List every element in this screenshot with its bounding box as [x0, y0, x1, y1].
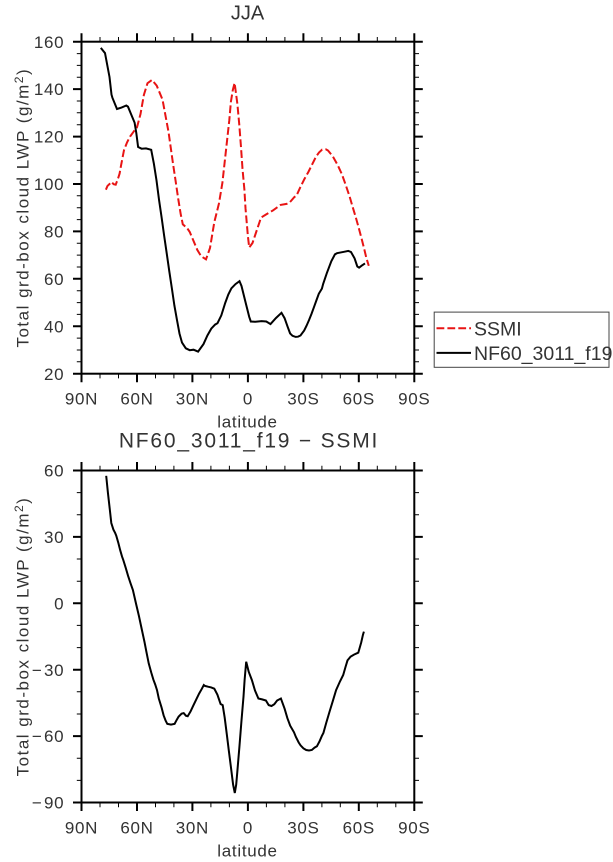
svg-text:NF60_3011_f19 − SSMI: NF60_3011_f19 − SSMI: [119, 429, 379, 452]
svg-text:90S: 90S: [398, 390, 430, 409]
svg-text:30S: 30S: [287, 818, 319, 837]
svg-text:40: 40: [44, 317, 64, 336]
svg-text:0: 0: [243, 818, 253, 837]
svg-text:80: 80: [44, 223, 64, 242]
svg-text:NF60_3011_f19: NF60_3011_f19: [474, 343, 612, 365]
svg-text:90S: 90S: [398, 818, 430, 837]
svg-text:60N: 60N: [120, 390, 153, 409]
svg-text:SSMI: SSMI: [474, 318, 522, 340]
svg-text:Total grd-box cloud LWP (g/m2): Total grd-box cloud LWP (g/m2): [12, 68, 33, 348]
svg-text:120: 120: [34, 128, 64, 147]
svg-text:160: 160: [34, 33, 64, 52]
svg-text:0: 0: [243, 390, 253, 409]
svg-text:30N: 30N: [176, 818, 209, 837]
svg-text:90N: 90N: [65, 390, 98, 409]
svg-text:60: 60: [44, 462, 64, 481]
svg-text:−60: −60: [32, 727, 64, 746]
svg-text:30S: 30S: [287, 390, 319, 409]
svg-text:−90: −90: [32, 794, 64, 813]
svg-text:60S: 60S: [343, 390, 375, 409]
svg-text:140: 140: [34, 80, 64, 99]
svg-text:JJA: JJA: [231, 3, 265, 25]
svg-text:latitude: latitude: [217, 841, 277, 860]
svg-text:60S: 60S: [343, 818, 375, 837]
svg-text:latitude: latitude: [217, 413, 277, 432]
svg-text:60N: 60N: [120, 818, 153, 837]
svg-text:−30: −30: [32, 661, 64, 680]
svg-text:20: 20: [44, 365, 64, 384]
svg-text:90N: 90N: [65, 818, 98, 837]
svg-text:30N: 30N: [176, 390, 209, 409]
svg-text:30: 30: [44, 528, 64, 547]
svg-text:Total grd-box cloud LWP (g/m2): Total grd-box cloud LWP (g/m2): [12, 497, 33, 777]
svg-text:0: 0: [54, 594, 64, 613]
svg-text:100: 100: [34, 175, 64, 194]
svg-text:60: 60: [44, 270, 64, 289]
